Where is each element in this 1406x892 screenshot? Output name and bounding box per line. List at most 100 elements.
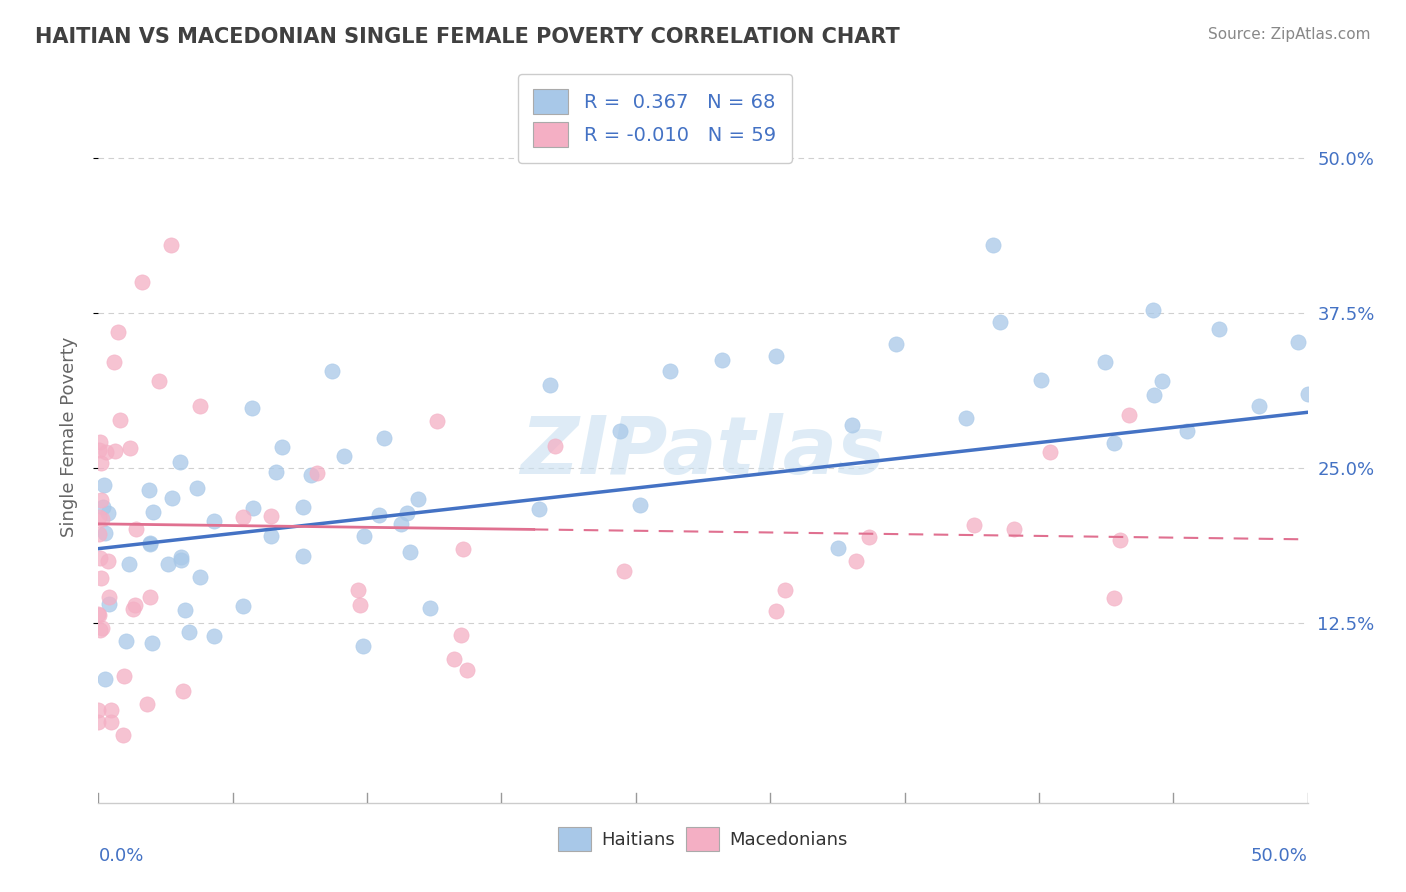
Point	[160, 238, 183, 252]
Point	[87, 608, 110, 623]
Point	[89, 623, 111, 637]
Point	[96, 445, 118, 459]
Text: 50.0%: 50.0%	[1251, 847, 1308, 864]
Point	[141, 636, 163, 650]
Point	[174, 603, 197, 617]
Point	[103, 355, 125, 369]
Point	[138, 483, 160, 497]
Point	[139, 537, 162, 551]
Point	[87, 526, 110, 541]
Point	[97, 554, 120, 568]
Point	[232, 510, 254, 524]
Point	[131, 275, 153, 289]
Point	[98, 590, 121, 604]
Point	[658, 364, 681, 378]
Point	[609, 425, 631, 439]
Point	[710, 353, 733, 368]
Point	[142, 505, 165, 519]
Point	[90, 492, 112, 507]
Text: Source: ZipAtlas.com: Source: ZipAtlas.com	[1208, 27, 1371, 42]
Point	[291, 500, 314, 514]
Point	[170, 550, 193, 565]
Point	[202, 515, 225, 529]
Point	[98, 597, 121, 611]
Point	[93, 672, 115, 686]
Point	[156, 557, 179, 571]
Legend: Haitians, Macedonians: Haitians, Macedonians	[550, 818, 856, 860]
Point	[352, 639, 374, 653]
Point	[115, 634, 138, 648]
Point	[112, 668, 135, 682]
Point	[139, 535, 162, 549]
Point	[100, 715, 122, 730]
Point	[773, 582, 796, 597]
Point	[1249, 399, 1271, 413]
Point	[1118, 409, 1140, 423]
Point	[613, 564, 636, 578]
Point	[264, 465, 287, 479]
Point	[90, 456, 112, 470]
Point	[87, 510, 110, 524]
Point	[87, 703, 110, 717]
Point	[260, 508, 283, 523]
Point	[1102, 436, 1125, 450]
Point	[765, 350, 787, 364]
Point	[170, 553, 193, 567]
Point	[240, 401, 263, 415]
Point	[139, 591, 162, 605]
Point	[955, 411, 977, 425]
Point	[91, 500, 114, 515]
Point	[1142, 303, 1164, 318]
Point	[110, 412, 132, 426]
Point	[353, 529, 375, 543]
Point	[1296, 386, 1319, 401]
Text: 0.0%: 0.0%	[98, 847, 143, 864]
Point	[107, 325, 129, 339]
Point	[443, 652, 465, 666]
Point	[111, 728, 134, 742]
Point	[1102, 591, 1125, 606]
Point	[346, 582, 368, 597]
Point	[628, 499, 651, 513]
Point	[396, 506, 419, 520]
Point	[87, 715, 110, 730]
Point	[160, 491, 183, 505]
Point	[270, 440, 292, 454]
Point	[90, 621, 112, 635]
Point	[1002, 522, 1025, 536]
Point	[765, 604, 787, 618]
Point	[1143, 388, 1166, 402]
Point	[1108, 533, 1130, 547]
Point	[845, 554, 868, 568]
Y-axis label: Single Female Poverty: Single Female Poverty	[59, 337, 77, 537]
Point	[858, 529, 880, 543]
Point	[367, 508, 389, 522]
Point	[292, 549, 315, 563]
Point	[1208, 321, 1230, 335]
Point	[981, 238, 1004, 252]
Point	[349, 598, 371, 612]
Point	[89, 551, 111, 566]
Point	[841, 417, 863, 432]
Point	[886, 337, 908, 351]
Point	[305, 466, 328, 480]
Point	[118, 442, 141, 456]
Point	[1039, 444, 1062, 458]
Point	[963, 517, 986, 532]
Point	[188, 399, 211, 413]
Point	[399, 545, 422, 559]
Point	[148, 374, 170, 388]
Point	[93, 477, 115, 491]
Point	[419, 601, 441, 615]
Point	[1094, 355, 1116, 369]
Point	[299, 468, 322, 483]
Point	[202, 629, 225, 643]
Point	[100, 703, 122, 717]
Point	[89, 442, 111, 457]
Point	[179, 624, 201, 639]
Point	[1286, 335, 1309, 350]
Point	[1152, 374, 1174, 388]
Point	[118, 558, 141, 572]
Point	[135, 697, 157, 711]
Point	[451, 542, 474, 557]
